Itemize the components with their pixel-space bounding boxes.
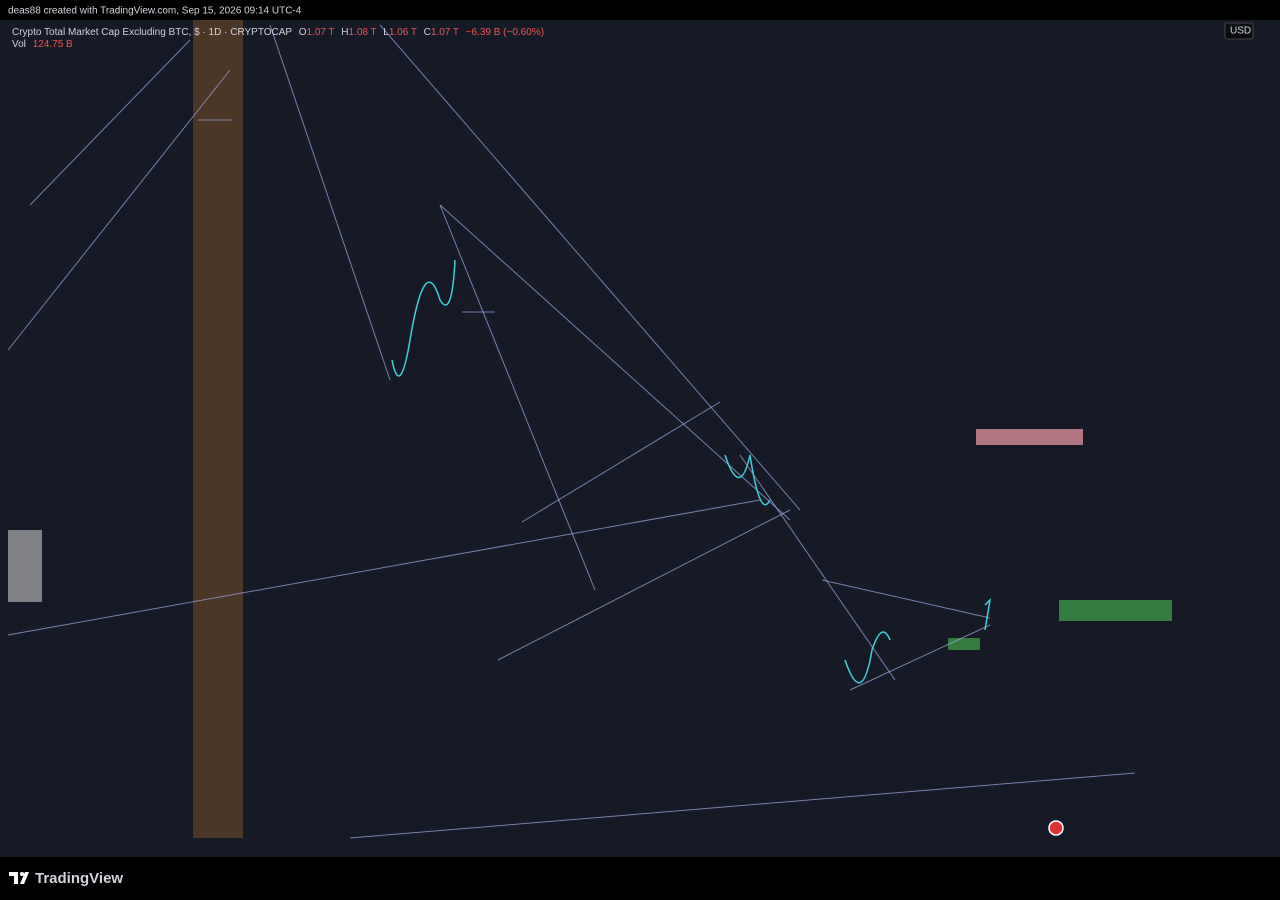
legend-change: −6.39 B (−0.60%) [466, 27, 544, 38]
plot-background [0, 20, 1280, 857]
projection-curve [984, 597, 992, 631]
volume-legend: Vol 124.75 B [12, 39, 73, 50]
trend-line [29, 39, 191, 206]
price-axis [1220, 20, 1280, 838]
logo [9, 872, 29, 884]
projection-curve [844, 631, 891, 684]
header-text: deas88 created with TradingView.com, Sep… [8, 6, 302, 17]
projection-curve [724, 454, 771, 506]
trend-line [269, 24, 391, 381]
trend-line [7, 69, 231, 351]
trend-line [379, 24, 801, 511]
volume-value: 124.75 B [33, 39, 73, 50]
legend-high: 1.08 T [349, 27, 377, 38]
support-box [948, 638, 980, 650]
drawings [7, 20, 1172, 839]
volume-label: Vol [12, 39, 26, 50]
currency-box [1224, 22, 1254, 40]
footer-logo-text: TradingView [35, 870, 123, 887]
legend-open: 1.07 T [306, 27, 334, 38]
projection-curve [391, 259, 456, 377]
event-icon[interactable] [1048, 820, 1064, 836]
trend-line [7, 499, 761, 636]
legend-close: 1.07 T [431, 27, 459, 38]
trend-line [739, 454, 896, 681]
resistance-box [976, 429, 1083, 445]
currency: USD [1230, 26, 1251, 37]
legend-title: Crypto Total Market Cap Excluding BTC, $… [12, 27, 292, 38]
trend-line [439, 204, 791, 521]
target-box [1059, 600, 1172, 621]
volume-trend [349, 772, 1136, 839]
zone-box [8, 530, 42, 602]
triangle-line [821, 579, 991, 619]
triangle-line [849, 624, 991, 691]
trend-line [439, 204, 596, 591]
channel-line [521, 401, 721, 523]
highlight-band [193, 20, 243, 838]
channel-line [497, 509, 791, 661]
legend-low: 1.06 T [389, 27, 417, 38]
legend: Crypto Total Market Cap Excluding BTC, $… [12, 27, 544, 38]
